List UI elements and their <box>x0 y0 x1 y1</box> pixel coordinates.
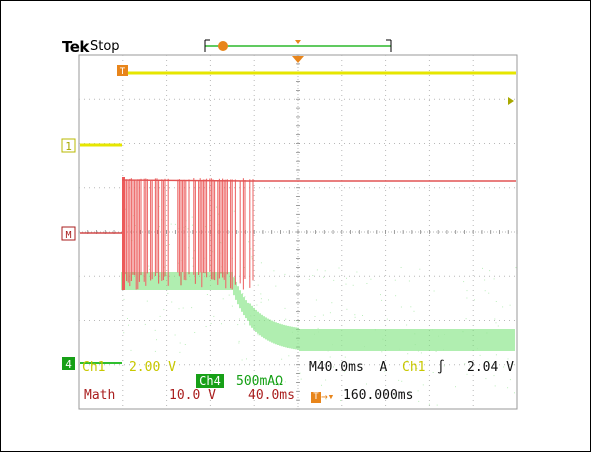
ch4-marker-label: 4 <box>65 358 72 371</box>
timebase-readout: M40.0ms A <box>309 360 388 375</box>
brand-logo: Tek <box>62 38 89 56</box>
trigger-level-readout: 2.04 V <box>467 360 514 375</box>
ch4-ground-marker: 4 <box>62 357 75 371</box>
trigger-level-arrow <box>508 97 514 105</box>
math-time-readout: 40.0ms <box>248 388 295 403</box>
trigger-delay-readout: 160.000ms <box>343 388 414 403</box>
acquisition-status: Stop <box>90 39 120 54</box>
ch1-marker-label: 1 <box>65 140 72 153</box>
ch1-trace <box>80 71 516 147</box>
trigger-channel-readout: Ch1 <box>402 360 426 375</box>
ch4-label-badge: Ch4 <box>196 374 224 388</box>
ch4-scale-readout: 500mAΩ <box>236 374 283 389</box>
ch1-ground-marker: 1 <box>61 138 76 153</box>
math-scale-readout: 10.0 V <box>169 388 216 403</box>
ch4-trace <box>80 206 517 406</box>
math-marker-label: M <box>65 230 71 241</box>
trigger-point-marker: T <box>117 65 128 77</box>
trigger-position-arrow <box>292 56 304 63</box>
trigger-marker-label: T <box>120 67 126 77</box>
ch1-scale-readout: Ch1 2.00 V <box>82 360 176 375</box>
trigger-delay-icon: T →▾ <box>311 390 334 403</box>
record-view-bar <box>204 39 392 52</box>
math-ground-marker: M <box>61 226 76 241</box>
math-label: Math <box>84 388 116 403</box>
math-trace <box>80 177 516 290</box>
trigger-slope-icon: ∫ <box>437 360 445 375</box>
